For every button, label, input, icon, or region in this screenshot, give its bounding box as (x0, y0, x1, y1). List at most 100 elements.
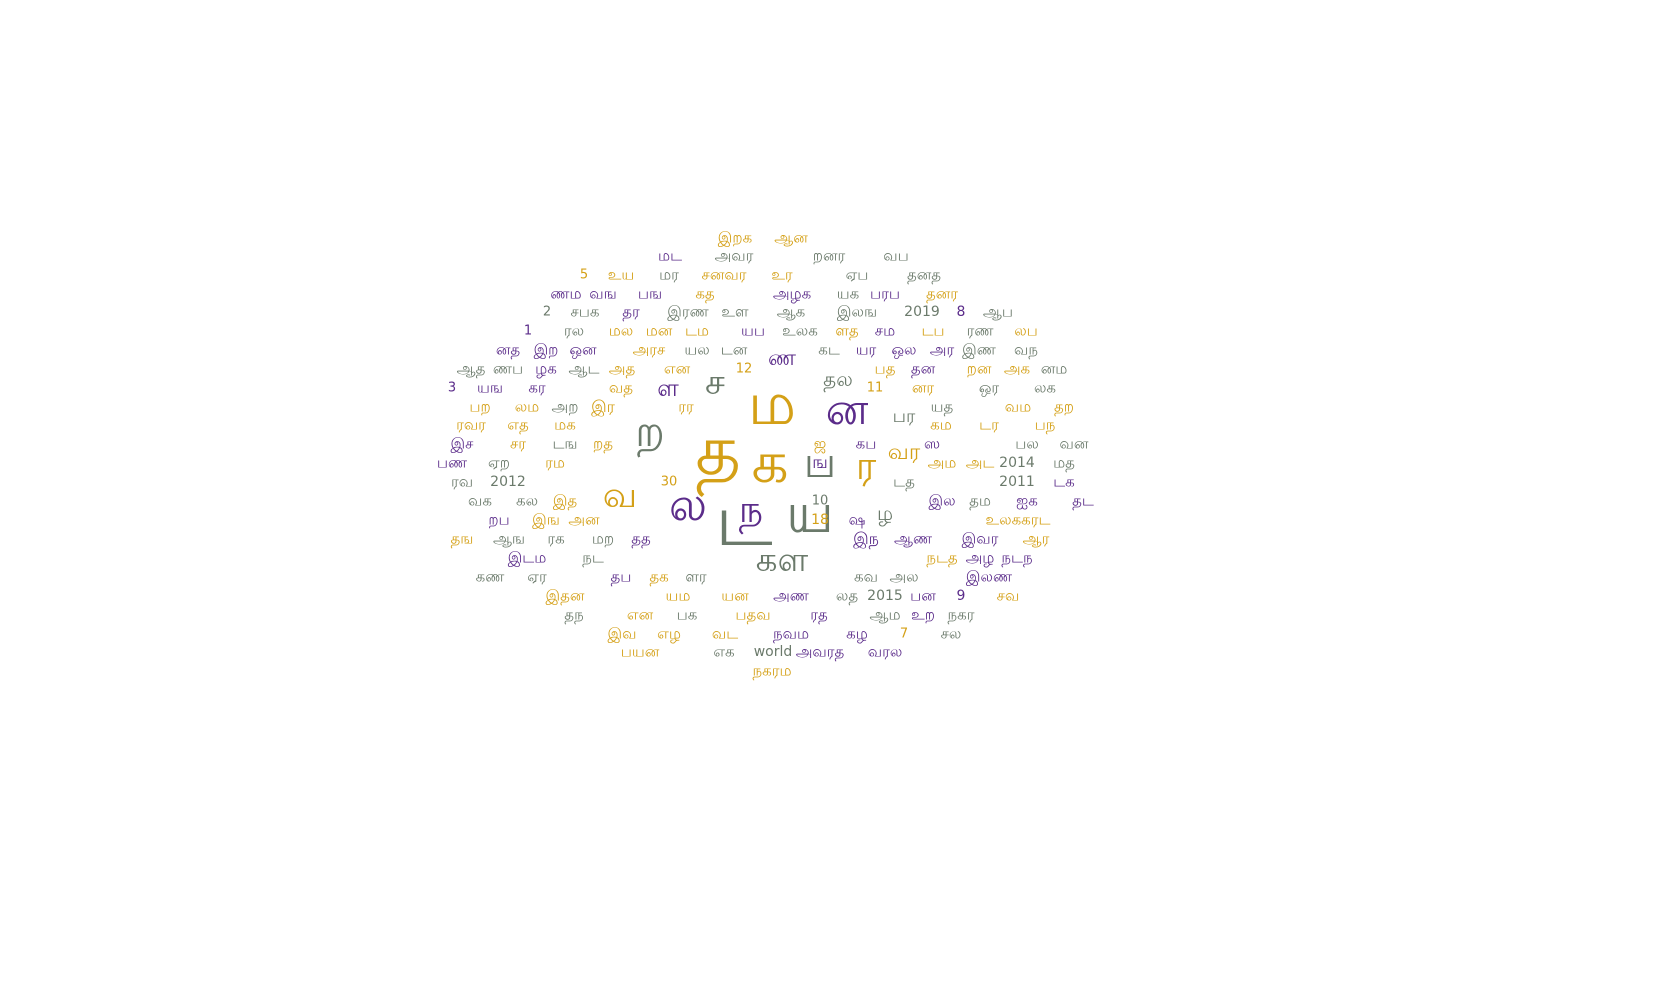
cloud-word: பதவ (735, 605, 771, 624)
cloud-word: கவ (854, 567, 878, 586)
cloud-word: அழக (772, 284, 812, 303)
cloud-word: மன (645, 321, 673, 340)
cloud-word: இடம (507, 548, 547, 567)
cloud-word: அரச (632, 340, 666, 359)
cloud-word: கம (930, 415, 952, 434)
cloud-word: ந (738, 487, 764, 531)
cloud-word: யத (930, 397, 954, 416)
cloud-word: யம (665, 586, 691, 605)
cloud-word: அம (927, 453, 957, 472)
cloud-word: 30 (660, 474, 678, 490)
cloud-word: 2012 (490, 474, 526, 490)
cloud-word: ஒன (569, 340, 597, 359)
cloud-word: டப (921, 321, 945, 340)
cloud-word: வட (711, 624, 739, 643)
cloud-word: உள (721, 302, 749, 321)
cloud-word: வத (608, 378, 634, 397)
cloud-word: அக (1003, 359, 1031, 378)
cloud-word: தன (910, 359, 936, 378)
cloud-word: ஆக (776, 302, 806, 321)
cloud-word: வன (1059, 434, 1089, 453)
cloud-word: ஆர (1022, 529, 1050, 548)
cloud-word: கப (855, 434, 877, 453)
cloud-word: ரவர (456, 415, 486, 434)
cloud-word: டக (1053, 472, 1075, 491)
cloud-word: ரர (678, 397, 694, 416)
cloud-word: தப (610, 567, 632, 586)
cloud-word: கத (695, 284, 715, 303)
cloud-word: இலண (965, 567, 1013, 586)
cloud-word: மத (1053, 453, 1075, 472)
cloud-word: பற (469, 397, 491, 416)
cloud-word: ரக (547, 529, 565, 548)
cloud-word: தந (564, 605, 584, 624)
cloud-word: எக (713, 642, 735, 661)
cloud-word: ழ (876, 501, 894, 525)
cloud-word: ஆண (893, 529, 933, 548)
cloud-word: 2014 (999, 455, 1035, 471)
cloud-word: என (663, 359, 691, 378)
cloud-word: கட (818, 340, 840, 359)
cloud-word: தக (649, 567, 669, 586)
cloud-word: ழக (535, 359, 557, 378)
cloud-word: ஆம (869, 605, 901, 624)
cloud-word: ளத (835, 321, 859, 340)
cloud-word: நகர (947, 605, 975, 624)
cloud-word: நடந (1001, 548, 1033, 567)
cloud-word: ஆங (492, 529, 526, 548)
cloud-word: டம (684, 321, 710, 340)
cloud-word: இர (591, 397, 615, 416)
cloud-word: ளர (685, 567, 707, 586)
cloud-word: லத (835, 586, 859, 605)
cloud-word: கண (475, 567, 505, 586)
cloud-word: தல (823, 367, 853, 391)
cloud-word: பங (637, 284, 663, 303)
cloud-word: ஒர (978, 378, 1000, 397)
cloud-word: வந (1014, 340, 1038, 359)
cloud-word: ஆத (456, 359, 486, 378)
cloud-word: சவ (996, 586, 1020, 605)
cloud-word: 3 (447, 380, 457, 396)
cloud-word: ரம (545, 453, 565, 472)
cloud-word: அண (773, 586, 809, 605)
cloud-word: கர (528, 378, 546, 397)
cloud-word: இவர (961, 529, 999, 548)
cloud-word: வ (602, 475, 638, 516)
cloud-word: தனத (906, 265, 942, 284)
cloud-word: தம (969, 491, 991, 510)
cloud-word: நடத (926, 548, 958, 567)
cloud-word: 12 (735, 361, 753, 377)
cloud-word: ய (785, 481, 835, 546)
cloud-word: இந (853, 529, 879, 548)
cloud-word: உற (911, 605, 935, 624)
cloud-word: ட (715, 478, 773, 562)
cloud-word: ரத (810, 605, 828, 624)
cloud-word: வரல (867, 642, 903, 661)
cloud-word: ப (803, 437, 837, 488)
cloud-word: லம (514, 397, 540, 416)
cloud-word: சனவர (701, 265, 747, 284)
cloud-word: இலங (836, 302, 878, 321)
cloud-word: றன (966, 359, 992, 378)
cloud-word: கள (755, 540, 809, 580)
cloud-word: ண (768, 346, 796, 371)
cloud-word: உலக (782, 321, 818, 340)
cloud-word: ஏற (488, 453, 510, 472)
cloud-word: இவ (607, 624, 637, 643)
cloud-word: பக (676, 605, 698, 624)
cloud-word: லக (1033, 378, 1057, 397)
cloud-word: 9 (956, 588, 966, 604)
cloud-word: டங (552, 434, 578, 453)
cloud-word: இச (450, 434, 474, 453)
cloud-word: ஐக (1016, 491, 1038, 510)
cloud-word: மட (657, 246, 683, 265)
cloud-word: உலககரட (985, 510, 1051, 529)
cloud-word: மற (591, 529, 615, 548)
cloud-word: இற (533, 340, 559, 359)
cloud-word: அவர (714, 246, 754, 265)
cloud-word: ங (812, 452, 828, 473)
cloud-word: ல (668, 477, 708, 531)
cloud-word: வங (589, 284, 617, 303)
cloud-word: அற (551, 397, 579, 416)
cloud-word: இறக (717, 228, 753, 247)
